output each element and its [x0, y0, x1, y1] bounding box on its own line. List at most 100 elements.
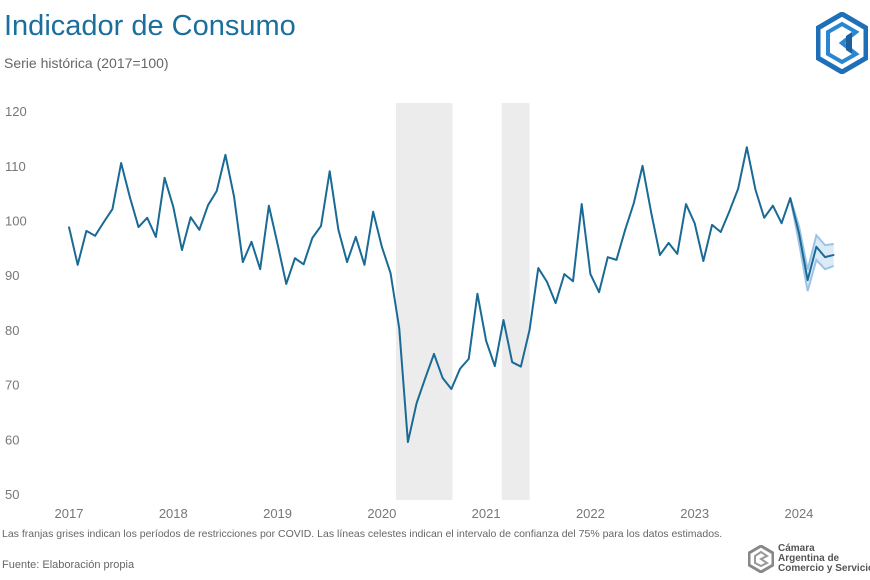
chart-source: Fuente: Elaboración propia	[2, 559, 135, 571]
data-point	[146, 216, 149, 219]
data-point	[650, 212, 653, 214]
chart-title: Indicador de Consumo	[4, 10, 296, 42]
data-point	[311, 237, 314, 239]
ci-upper-line	[789, 197, 834, 270]
data-point	[285, 283, 288, 285]
data-point	[363, 264, 366, 266]
x-tick-label: 2017	[55, 506, 84, 521]
data-point	[111, 208, 114, 210]
ci-lower-line	[789, 197, 835, 292]
data-point	[563, 273, 566, 275]
x-tick-label: 2024	[784, 506, 813, 521]
data-point	[398, 327, 401, 330]
data-point	[754, 189, 757, 191]
data-point	[181, 249, 183, 251]
data-point	[224, 154, 227, 156]
data-point	[155, 236, 157, 238]
y-tick-label: 100	[5, 214, 27, 229]
data-point	[215, 190, 218, 192]
data-point	[320, 225, 322, 227]
chart-subtitle: Serie histórica (2017=100)	[4, 55, 169, 71]
data-point	[207, 204, 209, 206]
data-point	[528, 329, 531, 331]
data-point	[746, 146, 748, 149]
data-point	[763, 216, 765, 219]
data-point	[68, 226, 70, 228]
data-point	[459, 367, 461, 370]
data-point	[676, 253, 679, 255]
data-point	[615, 259, 618, 261]
x-tick-label: 2020	[367, 506, 396, 521]
data-point	[624, 228, 626, 231]
data-point	[780, 222, 783, 225]
data-point	[76, 264, 79, 266]
y-tick-label: 120	[5, 104, 27, 119]
covid-restriction-band	[396, 103, 453, 500]
y-tick-label: 110	[5, 159, 26, 174]
org-logo-text: Cámara Argentina de Comercio y Servicios	[778, 543, 870, 574]
data-point	[737, 187, 739, 190]
data-point	[572, 280, 574, 283]
data-point	[407, 441, 409, 443]
data-point	[268, 204, 270, 207]
data-point	[467, 358, 470, 360]
data-point	[554, 302, 557, 304]
data-point	[163, 177, 166, 179]
data-point	[667, 242, 670, 244]
data-point	[129, 196, 131, 198]
data-point	[415, 402, 418, 404]
data-point	[250, 241, 253, 243]
data-point	[685, 203, 687, 205]
x-tick-label: 2023	[680, 506, 709, 521]
x-tick-label: 2019	[263, 506, 292, 521]
data-point	[511, 361, 513, 363]
data-point	[719, 231, 722, 233]
data-point	[85, 230, 88, 232]
data-point	[276, 243, 279, 245]
x-tick-label: 2021	[472, 506, 501, 521]
data-point	[711, 224, 713, 226]
org-logo-icon	[748, 545, 774, 573]
data-point	[546, 280, 548, 283]
data-point	[598, 291, 600, 293]
data-point	[433, 353, 435, 355]
data-point	[824, 256, 826, 258]
data-point	[441, 377, 444, 379]
data-point	[502, 319, 505, 321]
data-point	[485, 340, 487, 342]
data-point	[189, 216, 192, 219]
data-point	[798, 232, 800, 234]
data-point	[233, 196, 235, 198]
data-point	[789, 197, 792, 199]
data-point	[294, 257, 296, 260]
org-logo: Cámara Argentina de Comercio y Servicios	[748, 544, 870, 574]
data-point	[693, 222, 696, 225]
y-tick-label: 70	[5, 378, 19, 393]
y-tick-label: 60	[5, 432, 19, 447]
y-tick-label: 50	[5, 487, 19, 502]
y-tick-label: 80	[5, 323, 19, 338]
data-point	[589, 273, 592, 275]
data-point	[702, 260, 705, 262]
data-point	[137, 226, 140, 228]
covid-restriction-band	[501, 103, 530, 500]
data-point	[302, 263, 305, 266]
data-point	[172, 206, 175, 208]
data-point	[832, 254, 835, 256]
brand-logo-icon	[816, 12, 868, 74]
x-tick-label: 2022	[576, 506, 605, 521]
data-point	[580, 203, 583, 205]
data-point	[633, 202, 635, 204]
data-point	[450, 388, 453, 390]
data-point	[328, 170, 331, 173]
data-point	[346, 261, 348, 263]
data-point	[198, 228, 201, 231]
y-tick-label: 90	[5, 268, 19, 283]
data-point	[476, 292, 479, 295]
data-point	[424, 377, 427, 379]
data-point	[120, 162, 122, 164]
data-point	[354, 236, 357, 238]
data-point	[372, 210, 374, 213]
data-point	[606, 256, 609, 258]
